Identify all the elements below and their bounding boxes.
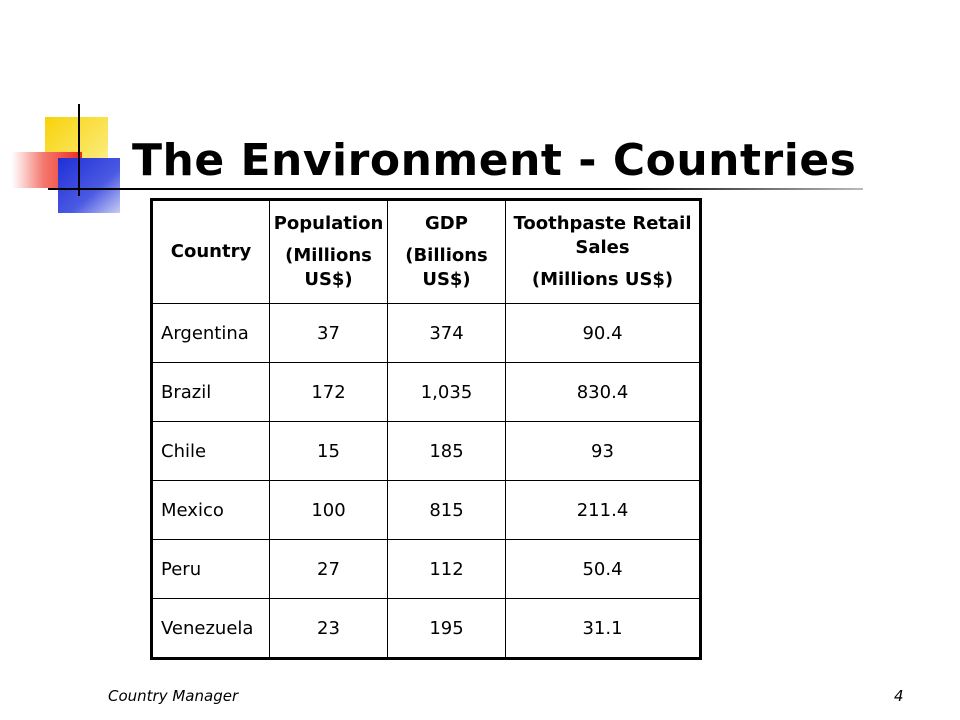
cell-gdp: 1,035: [387, 362, 506, 422]
header-gdp: GDP (Billions US$): [387, 199, 506, 304]
cell-population: 172: [269, 362, 388, 422]
decor-vertical-line: [78, 104, 80, 196]
table-row: Brazil 172 1,035 830.4: [151, 362, 701, 422]
table-row: Mexico 100 815 211.4: [151, 480, 701, 540]
page-number: 4: [894, 687, 904, 705]
cell-country: Brazil: [151, 362, 270, 422]
cell-population: 100: [269, 480, 388, 540]
cell-gdp: 112: [387, 539, 506, 599]
table-row: Argentina 37 374 90.4: [151, 303, 701, 363]
cell-gdp: 195: [387, 598, 506, 659]
cell-toothpaste-sales: 93: [505, 421, 701, 481]
cell-toothpaste-sales: 90.4: [505, 303, 701, 363]
cell-toothpaste-sales: 50.4: [505, 539, 701, 599]
cell-gdp: 185: [387, 421, 506, 481]
header-country: Country: [151, 199, 270, 304]
cell-population: 15: [269, 421, 388, 481]
table-header-row: Country Population (Millions US$) GDP (B…: [151, 199, 701, 304]
slide-title: The Environment - Countries: [132, 135, 857, 186]
cell-country: Chile: [151, 421, 270, 481]
table-row: Venezuela 23 195 31.1: [151, 598, 701, 659]
cell-country: Venezuela: [151, 598, 270, 659]
cell-country: Peru: [151, 539, 270, 599]
cell-gdp: 374: [387, 303, 506, 363]
footer-label: Country Manager: [108, 687, 239, 705]
cell-toothpaste-sales: 31.1: [505, 598, 701, 659]
cell-population: 37: [269, 303, 388, 363]
countries-table: Country Population (Millions US$) GDP (B…: [150, 198, 702, 660]
title-underline: [48, 188, 863, 190]
table-row: Chile 15 185 93: [151, 421, 701, 481]
cell-population: 23: [269, 598, 388, 659]
cell-toothpaste-sales: 211.4: [505, 480, 701, 540]
table-row: Peru 27 112 50.4: [151, 539, 701, 599]
cell-gdp: 815: [387, 480, 506, 540]
header-population: Population (Millions US$): [269, 199, 388, 304]
cell-toothpaste-sales: 830.4: [505, 362, 701, 422]
header-toothpaste-sales: Toothpaste Retail Sales (Millions US$): [505, 199, 701, 304]
decor-blue-square: [58, 158, 120, 213]
cell-population: 27: [269, 539, 388, 599]
cell-country: Mexico: [151, 480, 270, 540]
cell-country: Argentina: [151, 303, 270, 363]
